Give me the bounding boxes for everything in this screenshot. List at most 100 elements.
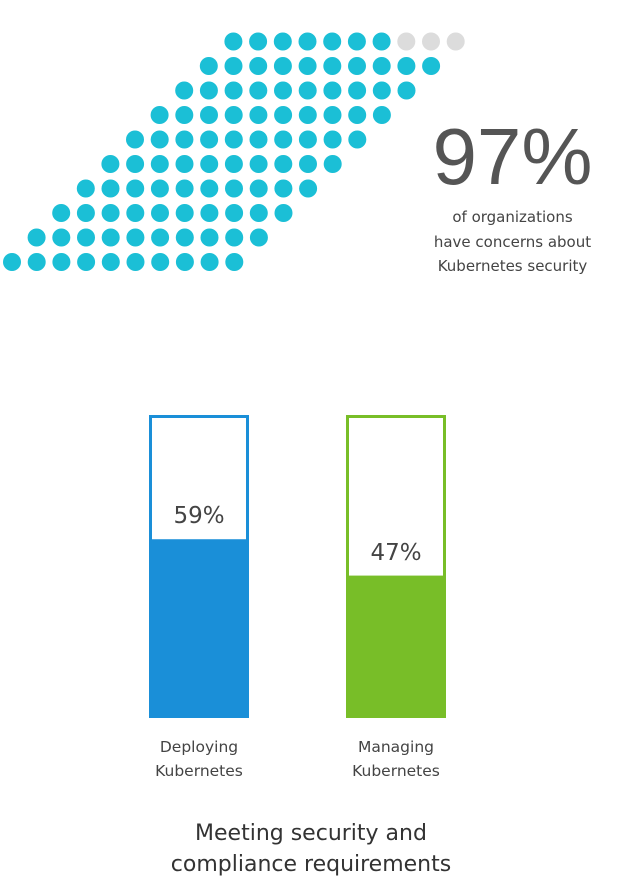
dot [175,130,194,149]
dot [397,57,416,75]
bar [149,539,249,718]
dot [249,32,268,51]
dot [224,32,243,51]
dot [298,32,317,51]
dot [175,155,194,173]
dot [224,106,243,124]
dot [200,204,219,222]
dot [323,106,342,124]
dot [175,106,194,124]
dot [126,130,144,149]
dot [126,155,145,173]
dot [225,253,244,271]
dot [422,57,441,75]
dot [175,81,194,100]
dot [101,253,120,271]
dot [225,228,244,247]
dot [200,130,219,149]
dot [224,130,243,149]
value-label: 47% [370,539,422,566]
annotation-line: Kubernetes security [437,257,588,275]
dot [200,253,219,271]
dot [27,253,46,271]
dot [298,57,317,75]
dot [3,253,21,271]
dot [249,179,268,198]
waffle-value: 97% [432,112,593,201]
bar [346,575,446,718]
dot [348,106,367,124]
value-label: 59% [173,503,225,530]
dot [273,57,292,75]
dot [77,253,96,271]
dot [200,179,219,198]
dot [249,81,268,100]
dot [175,179,194,198]
x-tick-label: Managing Kubernetes [352,738,440,780]
dot [151,204,169,222]
annotation-line: of organizations [452,208,573,226]
dot [348,57,366,75]
dot [27,228,46,247]
chart-title: Meeting security and compliance requirem… [170,821,452,877]
dot [101,204,120,222]
dot [150,179,169,198]
dot [249,106,268,124]
dot [323,57,342,75]
dot [249,155,268,173]
dot [372,57,391,75]
dot [274,81,292,100]
dot [224,57,243,75]
dot [77,228,95,247]
annotation: of organizations have concerns about Kuber… [400,205,622,279]
dot [200,106,218,124]
dot [101,228,120,247]
dot [126,228,145,247]
dot [101,155,120,173]
dot [274,106,293,124]
dot [249,130,268,149]
dot [225,204,244,222]
dot [397,81,416,100]
waffle-empty [397,32,465,51]
empty-dot [397,32,416,51]
x-tick-label: Deploying Kubernetes [155,738,243,780]
dot [372,106,391,124]
dot [76,204,95,222]
waffle-filled [3,32,441,271]
dot [200,228,219,247]
dot [274,130,293,149]
dot [175,253,194,271]
dot [274,204,293,222]
dot [151,253,170,271]
dot [151,228,170,247]
dot [274,179,293,198]
dot [323,81,342,100]
annotation-line: have concerns about [433,232,592,251]
dot [323,155,342,173]
dot [348,130,367,149]
dot [249,57,268,75]
dot [76,179,95,198]
dot [52,253,71,271]
dot [323,130,342,149]
empty-dot [446,32,465,51]
dot [126,204,145,222]
dot [225,179,243,198]
empty-dot [422,32,440,51]
dot [273,32,292,51]
dot [150,130,169,149]
dot [224,81,243,100]
dot [298,106,317,124]
dot [348,81,367,100]
dot [200,155,219,173]
dot [323,32,342,51]
dot [299,179,318,198]
dot [126,179,145,198]
dot [372,32,391,51]
dot [249,228,268,247]
dot [299,155,317,173]
dot [298,130,317,149]
